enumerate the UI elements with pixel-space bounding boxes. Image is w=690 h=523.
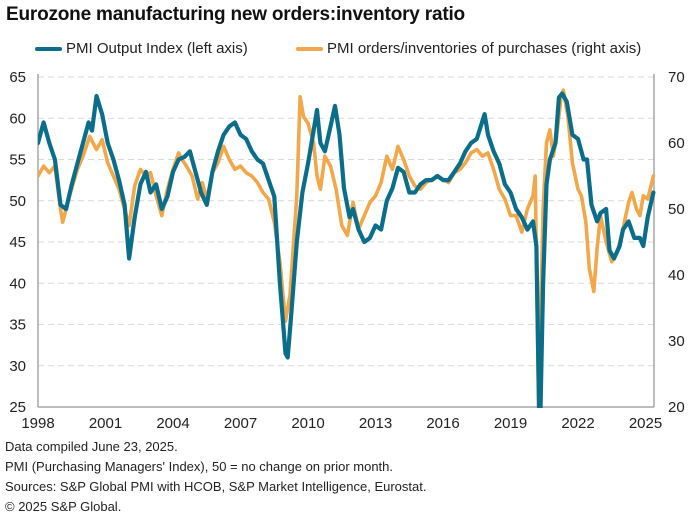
y-tick-left: 60: [9, 110, 26, 127]
y-tick-right: 60: [668, 135, 685, 152]
legend-label-orders-inventories: PMI orders/inventories of purchases (rig…: [327, 40, 642, 57]
legend: PMI Output Index (left axis) PMI orders/…: [0, 40, 690, 60]
tick-labels: 25 30 35 40 45 50 55 60 65 20 30 40 50 60 70 1998 2001 20…: [9, 69, 684, 430]
y-tick-left: 65: [9, 69, 26, 86]
y-tick-right: 40: [668, 267, 685, 284]
legend-swatch-orders-inventories: [296, 46, 323, 51]
x-tick-label: 2022: [561, 415, 594, 430]
footer-pmi-definition: PMI (Purchasing Managers' Index), 50 = n…: [5, 459, 394, 474]
y-tick-left: 25: [9, 399, 26, 416]
footer-copyright: © 2025 S&P Global.: [5, 499, 122, 514]
legend-label-output-index: PMI Output Index (left axis): [66, 40, 248, 57]
y-tick-right: 20: [668, 399, 685, 416]
series-lines: [38, 88, 656, 408]
y-tick-right: 30: [668, 333, 685, 350]
x-tick-label: 2025: [629, 415, 662, 430]
x-tick-label: 1998: [21, 415, 54, 430]
y-tick-right: 70: [668, 69, 685, 86]
series-line-output-index: [38, 91, 656, 408]
y-tick-left: 35: [9, 317, 26, 334]
chart-plot: 25 30 35 40 45 50 55 60 65 20 30 40 50 60 70 1998 2001 20…: [9, 69, 684, 430]
footer-notes: Data compiled June 23, 2025. PMI (Purcha…: [5, 437, 426, 517]
x-tick-label: 2001: [89, 415, 122, 430]
y-tick-left: 45: [9, 234, 26, 251]
x-tick-label: 2016: [426, 415, 459, 430]
legend-swatch-output-index: [35, 46, 62, 51]
x-tick-label: 2007: [224, 415, 257, 430]
y-tick-left: 40: [9, 275, 26, 292]
legend-item-orders-inventories: PMI orders/inventories of purchases (rig…: [296, 40, 641, 57]
axes: [37, 74, 655, 408]
y-tick-left: 55: [9, 152, 26, 169]
y-tick-right: 50: [668, 201, 685, 218]
chart-title: Eurozone manufacturing new orders:invent…: [6, 4, 465, 25]
footer-sources: Sources: S&P Global PMI with HCOB, S&P M…: [5, 479, 427, 494]
x-tick-label: 2010: [291, 415, 324, 430]
y-tick-left: 30: [9, 358, 26, 375]
y-tick-left: 50: [9, 193, 26, 210]
legend-item-output-index: PMI Output Index (left axis): [35, 40, 248, 57]
gridlines: [38, 76, 654, 367]
footer-data-compiled: Data compiled June 23, 2025.: [5, 439, 178, 454]
x-tick-label: 2004: [156, 415, 189, 430]
x-tick-label: 2013: [359, 415, 392, 430]
x-tick-label: 2019: [494, 415, 527, 430]
